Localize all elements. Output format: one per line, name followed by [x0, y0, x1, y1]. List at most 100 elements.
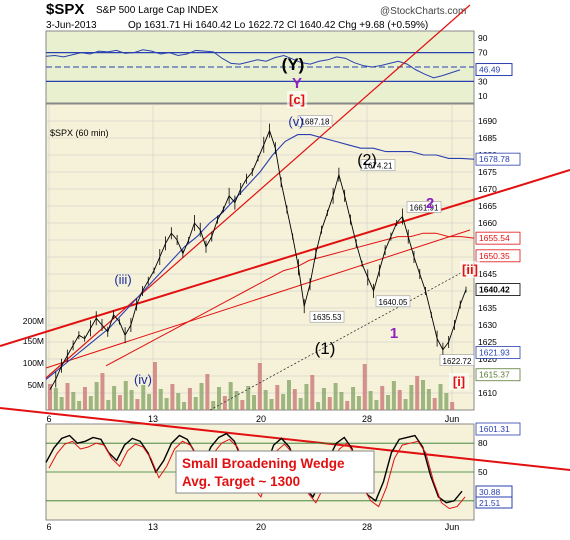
price-segment: [459, 289, 467, 305]
price-segment: [55, 365, 62, 380]
price-segment: [332, 174, 340, 196]
price-segment: [350, 219, 357, 244]
wave-label-bg: [449, 373, 469, 390]
price-segment: [257, 144, 265, 159]
price-annotation: 1674.21: [364, 162, 393, 171]
rsi-bottom-last-value: 21.51: [479, 498, 501, 508]
wave-label: [i]: [453, 374, 465, 389]
volume-bar: [88, 396, 93, 410]
volume-bar: [321, 388, 326, 410]
rsi-top-line: [45, 49, 461, 79]
volume-bar: [409, 385, 414, 410]
price-segment: [188, 222, 195, 241]
price-tick: 1685: [478, 133, 497, 143]
price-segment: [263, 130, 270, 145]
volume-bar: [205, 374, 210, 410]
price-annotation-box: [360, 159, 396, 171]
volume-bar: [141, 385, 146, 410]
price-segment: [90, 317, 97, 329]
wave-label-bg: [287, 91, 307, 108]
chart-watermark: @StockCharts.com: [380, 6, 466, 17]
price-segment: [436, 338, 444, 350]
volume-bar: [391, 381, 396, 410]
support-dotted-line: [209, 267, 471, 411]
volume-bar: [432, 398, 437, 410]
volume-bar: [199, 383, 204, 410]
volume-bar: [333, 383, 338, 410]
price-segment: [425, 290, 432, 315]
chart-quote: Op 1631.71 Hi 1640.42 Lo 1622.72 Cl 1640…: [128, 20, 428, 31]
volume-bar: [211, 401, 216, 410]
volume-bar: [217, 387, 222, 410]
rsi-bottom-x-tick: Jun: [445, 522, 460, 532]
price-annotation: 1661.91: [410, 204, 439, 213]
volume-bar: [351, 387, 356, 410]
price-annotation: 1640.05: [379, 298, 408, 307]
price-annotation: 1622.72: [443, 357, 472, 366]
volume-bar: [187, 388, 192, 410]
wedge-lower-line: [0, 407, 570, 471]
wave-label: [c]: [289, 92, 305, 107]
volume-bar: [362, 364, 367, 410]
wave-label-bg: [460, 261, 480, 278]
volume-bar: [129, 390, 134, 410]
volume-bar: [222, 396, 227, 410]
volume-bar: [182, 402, 187, 410]
price-segment: [419, 273, 426, 292]
wave-label: (iii): [114, 272, 131, 287]
volume-bar: [415, 376, 420, 410]
right-label-box: [475, 346, 521, 359]
price-annotation: 1635.53: [313, 313, 342, 322]
volume-bar: [426, 389, 431, 410]
channel-upper-line: [45, 4, 471, 379]
price-segment: [142, 280, 149, 292]
price-segment: [390, 222, 398, 237]
price-segment: [297, 267, 305, 307]
volume-bar: [82, 387, 87, 410]
right-label: 1601.31: [479, 424, 510, 434]
price-segment: [234, 188, 242, 203]
price-x-tick: 6: [46, 414, 51, 424]
rsi-top-tick: 10: [478, 91, 488, 101]
price-segment: [430, 314, 438, 339]
volume-bar: [438, 384, 443, 410]
price-segment: [280, 182, 288, 210]
right-label: 1621.93: [479, 347, 510, 357]
price-segment: [251, 158, 259, 173]
rsi-top-last-value: 46.49: [479, 65, 501, 75]
price-segment: [136, 290, 143, 305]
price-segment: [355, 243, 363, 264]
rsi-bottom-last-box: [475, 496, 513, 509]
volume-bar: [421, 380, 426, 410]
price-segment: [147, 270, 155, 282]
price-segment: [66, 345, 74, 356]
price-segment: [309, 253, 317, 285]
price-tick: 1660: [478, 218, 497, 228]
price-segment: [361, 263, 369, 278]
price-segment: [344, 195, 351, 220]
volume-bar: [135, 399, 140, 410]
volume-bar: [345, 401, 350, 410]
wave-label: 1: [390, 325, 398, 342]
chart-symbol: $SPX: [46, 1, 84, 18]
price-segment: [315, 229, 322, 254]
wave-label: (2): [357, 152, 377, 169]
channel-lower-line: [45, 229, 471, 369]
price-segment: [413, 256, 421, 275]
price-segment: [107, 314, 114, 332]
right-label-box: [475, 422, 521, 436]
right-label: 1655.54: [479, 233, 510, 243]
volume-bar: [152, 362, 157, 410]
volume-bar: [374, 400, 379, 410]
price-segment: [384, 236, 392, 251]
price-segment: [286, 209, 294, 237]
volume-bar: [94, 382, 99, 410]
volume-bar: [298, 398, 303, 410]
price-segment: [240, 178, 247, 190]
price-segment: [170, 232, 178, 241]
rsi-bottom-last-value: 30.88: [479, 487, 501, 497]
volume-bar: [292, 389, 297, 410]
price-segment: [303, 284, 311, 307]
volume-bar: [263, 390, 268, 410]
price-segment: [78, 334, 85, 339]
